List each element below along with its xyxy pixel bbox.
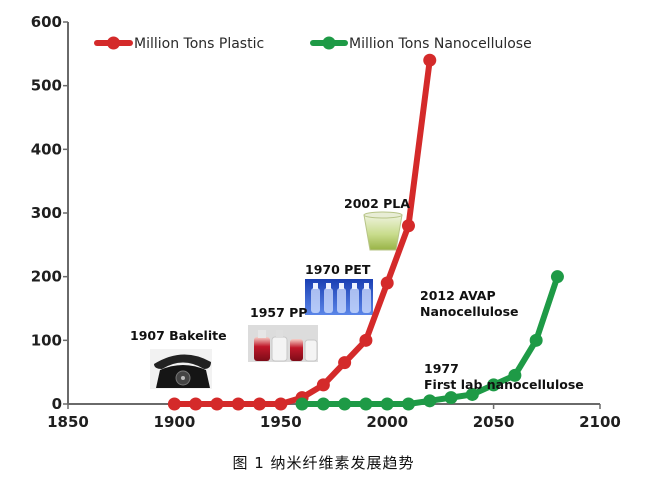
data-point bbox=[295, 397, 309, 411]
data-point bbox=[444, 391, 458, 405]
data-point bbox=[550, 270, 564, 284]
y-tick-label: 400 bbox=[31, 140, 62, 158]
telephone-image bbox=[150, 349, 212, 389]
annotation-first: 1977 First lab nanocellulose bbox=[424, 361, 584, 392]
pp-bottles-image bbox=[248, 325, 318, 362]
data-point bbox=[167, 397, 181, 411]
legend-label: Million Tons Nanocellulose bbox=[349, 36, 532, 52]
figure-caption: 图 1 纳米纤维素发展趋势 bbox=[232, 454, 415, 472]
x-tick-label: 2050 bbox=[473, 413, 515, 431]
annotation-line: 1977 bbox=[424, 361, 459, 376]
x-tick-label: 2000 bbox=[366, 413, 408, 431]
y-tick-label: 500 bbox=[31, 77, 62, 95]
data-point bbox=[401, 219, 415, 233]
y-tick-label: 100 bbox=[31, 331, 62, 349]
annotation-line: 2012 AVAP bbox=[420, 288, 496, 303]
annotation-line: First lab nanocellulose bbox=[424, 377, 584, 392]
annotation-line: 2002 PLA bbox=[344, 196, 410, 211]
y-tick-label: 300 bbox=[31, 204, 62, 222]
data-point bbox=[316, 397, 330, 411]
annotation-avap: 2012 AVAP Nanocellulose bbox=[420, 288, 519, 319]
data-point bbox=[380, 397, 394, 411]
x-tick-label: 2100 bbox=[579, 413, 621, 431]
x-tick-label: 1850 bbox=[47, 413, 89, 431]
data-point bbox=[253, 397, 267, 411]
data-point bbox=[231, 397, 245, 411]
y-tick-label: 200 bbox=[31, 268, 62, 286]
y-tick-label: 0 bbox=[52, 395, 62, 413]
data-point bbox=[359, 397, 373, 411]
legend-marker bbox=[107, 36, 120, 50]
data-point bbox=[316, 378, 330, 392]
x-tick-label: 1900 bbox=[154, 413, 196, 431]
data-point bbox=[423, 394, 437, 408]
data-point bbox=[529, 333, 543, 347]
data-point bbox=[189, 397, 203, 411]
data-point bbox=[359, 333, 373, 347]
data-point bbox=[487, 378, 501, 392]
data-point bbox=[338, 356, 352, 370]
annotation-pet: 1970 PET bbox=[305, 262, 371, 277]
data-point bbox=[380, 276, 394, 290]
data-point bbox=[508, 368, 522, 382]
data-point bbox=[210, 397, 224, 411]
data-point bbox=[401, 397, 415, 411]
y-tick-label: 600 bbox=[31, 13, 62, 31]
annotation-line: 1907 Bakelite bbox=[130, 328, 227, 343]
annotation-bakelite: 1907 Bakelite bbox=[130, 328, 227, 343]
pet-bottles-image bbox=[305, 279, 373, 315]
pla-cup-image bbox=[360, 211, 406, 253]
data-point bbox=[274, 397, 288, 411]
annotation-line: Nanocellulose bbox=[420, 304, 519, 319]
x-tick-label: 1950 bbox=[260, 413, 302, 431]
annotation-line: 1957 PP bbox=[250, 305, 307, 320]
data-point bbox=[423, 53, 437, 67]
annotation-pp: 1957 PP bbox=[250, 305, 307, 320]
data-point bbox=[465, 387, 479, 401]
data-point bbox=[338, 397, 352, 411]
legend-marker bbox=[322, 36, 336, 50]
annotation-line: 1970 PET bbox=[305, 262, 371, 277]
annotation-pla: 2002 PLA bbox=[344, 196, 410, 211]
legend-label: Million Tons Plastic bbox=[134, 36, 264, 52]
